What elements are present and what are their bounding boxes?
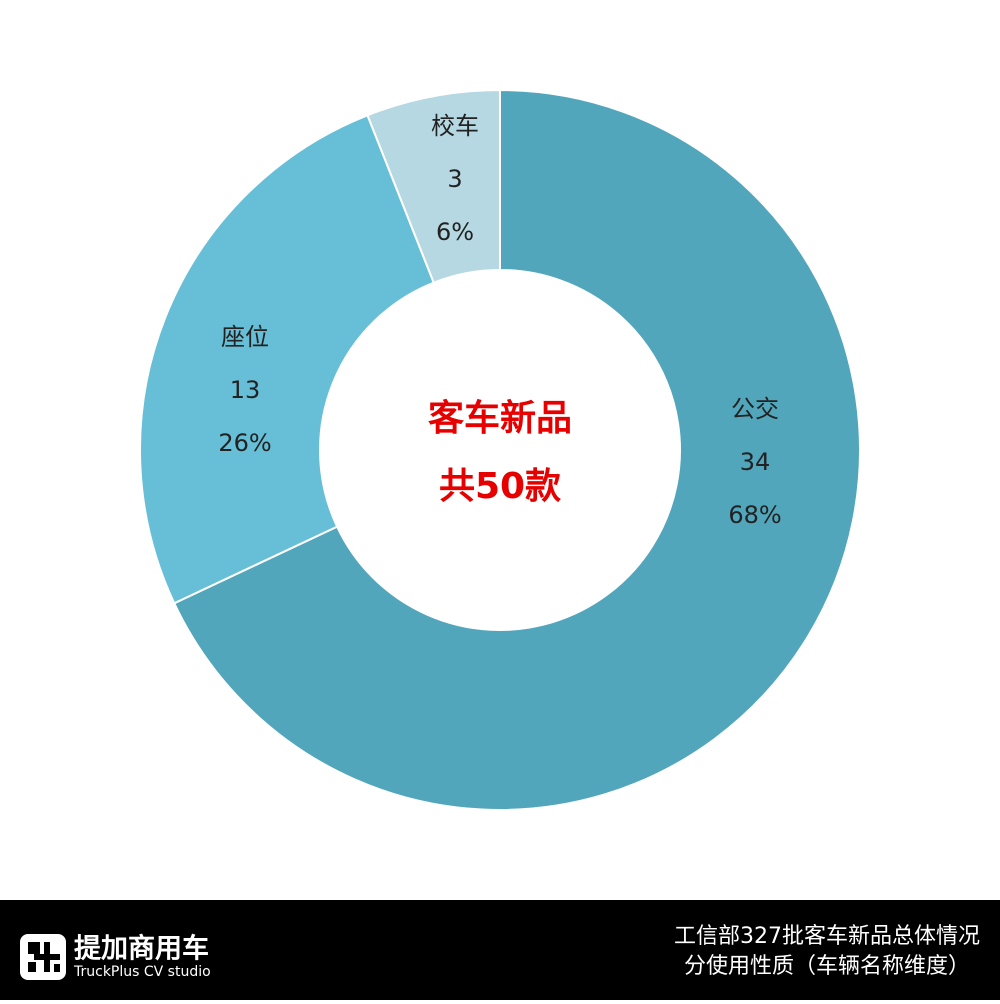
slice-category: 公交 xyxy=(731,395,779,423)
logo-title: 提加商用车 xyxy=(74,933,209,965)
slice-value: 13 xyxy=(230,376,261,404)
slice-percentage: 6% xyxy=(436,218,474,246)
slice-value: 3 xyxy=(447,165,462,193)
caption: 工信部327批客车新品总体情况 xyxy=(674,924,980,949)
caption: 分使用性质（车辆名称维度） xyxy=(684,954,970,979)
donut-slice xyxy=(172,88,861,811)
logo-subtitle: TruckPlus CV studio xyxy=(73,964,211,980)
donut-slice xyxy=(366,88,501,284)
center-text: 客车新品 xyxy=(428,398,572,439)
donut xyxy=(139,88,861,811)
slice-category: 座位 xyxy=(221,323,269,351)
logo-icon xyxy=(20,934,66,980)
center-text: 共50款 xyxy=(439,466,561,507)
donut-slice xyxy=(139,113,436,605)
footer-bar xyxy=(0,900,1000,1000)
slice-percentage: 26% xyxy=(218,429,271,457)
slice-category: 校车 xyxy=(431,112,479,140)
slice-percentage: 68% xyxy=(728,501,781,529)
slice-value: 34 xyxy=(740,448,771,476)
